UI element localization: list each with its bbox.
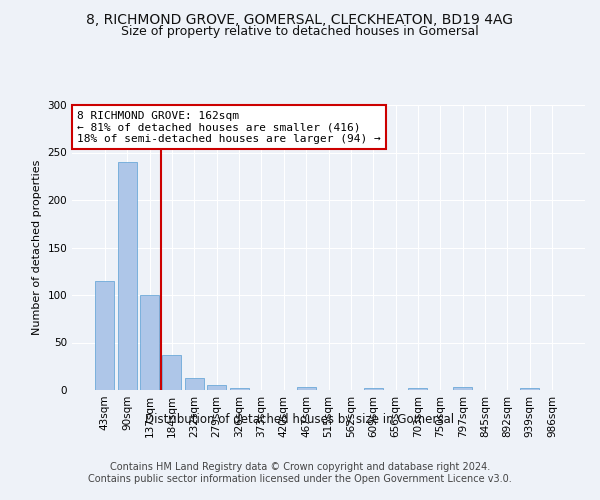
Bar xyxy=(207,385,226,390)
Bar xyxy=(520,388,539,390)
Bar xyxy=(140,295,159,390)
Bar xyxy=(364,388,383,390)
Bar xyxy=(185,378,204,390)
Bar xyxy=(118,162,137,390)
Text: Size of property relative to detached houses in Gomersal: Size of property relative to detached ho… xyxy=(121,25,479,38)
Y-axis label: Number of detached properties: Number of detached properties xyxy=(32,160,42,335)
Bar xyxy=(230,388,248,390)
Bar xyxy=(163,355,181,390)
Bar xyxy=(95,281,115,390)
Text: 8, RICHMOND GROVE, GOMERSAL, CLECKHEATON, BD19 4AG: 8, RICHMOND GROVE, GOMERSAL, CLECKHEATON… xyxy=(86,12,514,26)
Bar xyxy=(453,387,472,390)
Text: 8 RICHMOND GROVE: 162sqm
← 81% of detached houses are smaller (416)
18% of semi-: 8 RICHMOND GROVE: 162sqm ← 81% of detach… xyxy=(77,110,381,144)
Text: Contains HM Land Registry data © Crown copyright and database right 2024.
Contai: Contains HM Land Registry data © Crown c… xyxy=(88,462,512,484)
Bar xyxy=(296,387,316,390)
Bar xyxy=(409,388,427,390)
Text: Distribution of detached houses by size in Gomersal: Distribution of detached houses by size … xyxy=(145,412,455,426)
